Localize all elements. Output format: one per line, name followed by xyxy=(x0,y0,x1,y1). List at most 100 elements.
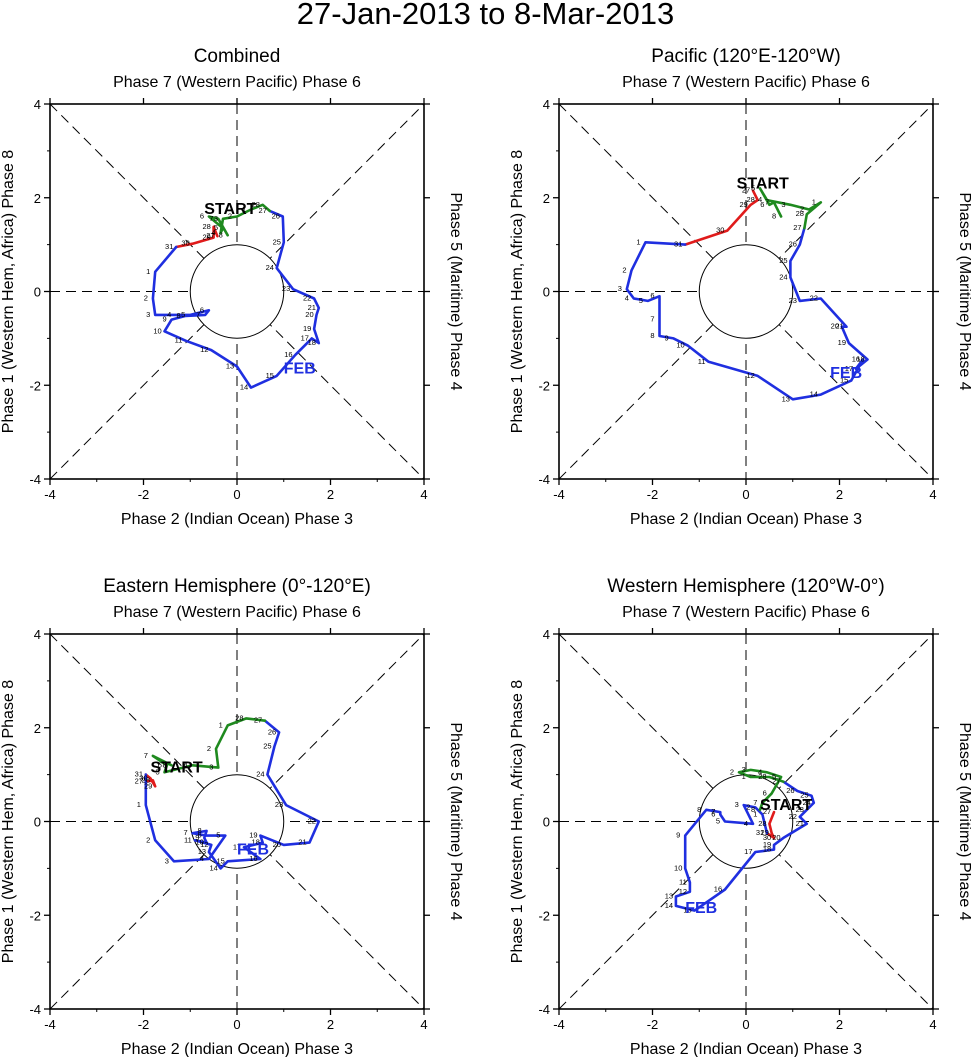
series-line-february xyxy=(151,209,321,389)
y-tick-label: -2 xyxy=(538,908,550,923)
day-label: 27 xyxy=(793,223,801,232)
x-tick-label: 0 xyxy=(233,487,240,502)
day-label: 24 xyxy=(266,263,274,272)
x-tick-label: 2 xyxy=(327,487,334,502)
x-tick-label: -2 xyxy=(138,1017,150,1032)
day-label: 22 xyxy=(810,294,818,303)
panel-title: Combined xyxy=(194,46,281,67)
start-marker: START xyxy=(204,201,256,218)
day-label: 26 xyxy=(268,727,276,736)
y-tick-label: 2 xyxy=(34,721,41,736)
main-title: 27-Jan-2013 to 8-Mar-2013 xyxy=(296,0,675,31)
day-label: 15 xyxy=(266,371,274,380)
day-label: 16 xyxy=(852,354,860,363)
day-label: 5 xyxy=(716,817,720,826)
day-label: 6 xyxy=(200,305,204,314)
y-tick-label: -4 xyxy=(538,1002,550,1017)
day-label: 19 xyxy=(249,831,257,840)
day-label: 31 xyxy=(756,828,764,837)
day-label: 20 xyxy=(831,322,839,331)
day-label: 8 xyxy=(650,331,654,340)
x-tick-label: 0 xyxy=(742,487,749,502)
day-label: 9 xyxy=(195,833,199,842)
day-label: 27 xyxy=(742,186,750,195)
day-label: 1 xyxy=(146,267,150,276)
day-label: 10 xyxy=(676,340,684,349)
left-phase-label: Phase 1 (Western Hem, Africa) Phase 8 xyxy=(509,150,526,433)
day-label: 23 xyxy=(275,800,283,809)
month-marker: FEB xyxy=(685,900,717,917)
day-label: 17 xyxy=(744,847,752,856)
bottom-phase-label: Phase 2 (Indian Ocean) Phase 3 xyxy=(121,511,353,528)
day-label: 2 xyxy=(730,767,734,776)
day-label: 5 xyxy=(639,296,643,305)
day-label: 18 xyxy=(308,338,316,347)
y-tick-label: -4 xyxy=(29,472,41,487)
day-label: 16 xyxy=(714,884,722,893)
day-label: 6 xyxy=(760,200,764,209)
series-line-february xyxy=(144,719,321,870)
day-label: 25 xyxy=(273,237,281,246)
day-label: 17 xyxy=(301,333,309,342)
day-label: 3 xyxy=(781,200,785,209)
day-label: 13 xyxy=(782,394,790,403)
day-label: 4 xyxy=(758,767,762,776)
y-tick-label: 2 xyxy=(34,191,41,206)
series-line-january xyxy=(144,773,157,788)
day-label: 27 xyxy=(254,716,262,725)
day-label: 7 xyxy=(711,807,715,816)
x-tick-label: 4 xyxy=(929,487,936,502)
day-label: 3 xyxy=(618,284,622,293)
day-label: 24 xyxy=(256,770,264,779)
right-phase-label: Phase 5 (Maritime) Phase 4 xyxy=(956,722,971,920)
day-label: 22 xyxy=(303,294,311,303)
day-label: 27 xyxy=(259,206,267,215)
day-label: 11 xyxy=(698,357,706,366)
day-label: 29 xyxy=(740,200,748,209)
series-line-march xyxy=(207,203,272,237)
day-label: 12 xyxy=(200,345,208,354)
day-label: 4 xyxy=(212,228,216,237)
day-label: 2 xyxy=(800,204,804,213)
day-label: 30 xyxy=(181,239,189,248)
top-phase-label: Phase 7 (Western Pacific) Phase 6 xyxy=(113,604,361,621)
left-phase-label: Phase 1 (Western Hem, Africa) Phase 8 xyxy=(0,150,17,433)
day-label: 20 xyxy=(273,840,281,849)
right-phase-label: Phase 5 (Maritime) Phase 4 xyxy=(447,722,464,920)
y-tick-label: -2 xyxy=(29,908,41,923)
day-label: 6 xyxy=(198,831,202,840)
x-tick-label: 0 xyxy=(742,1017,749,1032)
top-phase-label: Phase 7 (Western Pacific) Phase 6 xyxy=(113,74,361,91)
day-label: 8 xyxy=(162,760,166,769)
day-label: 4 xyxy=(200,854,204,863)
day-label: 20 xyxy=(305,310,313,319)
day-label: 4 xyxy=(167,310,171,319)
day-label: 13 xyxy=(226,362,234,371)
x-tick-label: 2 xyxy=(836,487,843,502)
day-label: 28 xyxy=(202,222,210,231)
day-label: 1 xyxy=(219,720,223,729)
day-label: 4 xyxy=(758,195,762,204)
day-label: 28 xyxy=(758,819,766,828)
day-label: 7 xyxy=(209,214,213,223)
day-label: 28 xyxy=(758,772,766,781)
day-label: 24 xyxy=(779,272,787,281)
day-label: 25 xyxy=(779,256,787,265)
unit-circle xyxy=(189,774,285,869)
day-label: 15 xyxy=(840,376,848,385)
day-label: 25 xyxy=(800,791,808,800)
day-label: 25 xyxy=(263,742,271,751)
day-label: 7 xyxy=(184,828,188,837)
series-line-january xyxy=(765,810,776,840)
day-label: 9 xyxy=(664,333,668,342)
y-tick-label: 4 xyxy=(543,627,550,642)
y-tick-label: 4 xyxy=(34,627,41,642)
day-label: 1 xyxy=(242,204,246,213)
series-line-january xyxy=(683,189,760,246)
month-marker: FEB xyxy=(237,841,269,858)
y-tick-label: 0 xyxy=(34,815,41,830)
day-label: 28 xyxy=(796,209,804,218)
day-label: 31 xyxy=(135,770,143,779)
